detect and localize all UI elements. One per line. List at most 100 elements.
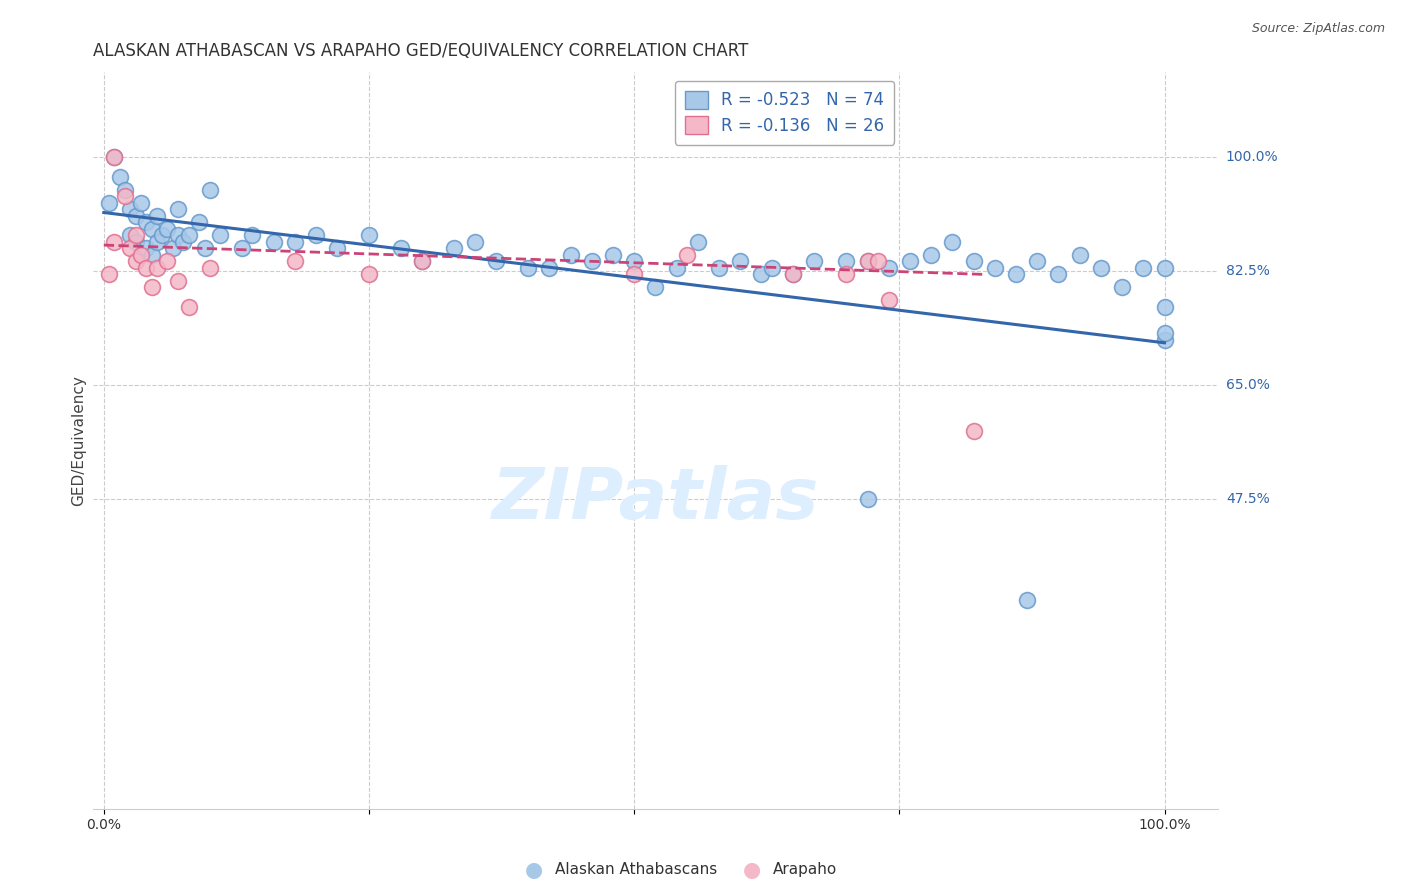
Point xyxy=(114,189,136,203)
Point xyxy=(103,150,125,164)
Point xyxy=(984,260,1007,275)
Point xyxy=(188,215,211,229)
Point xyxy=(305,228,328,243)
Point xyxy=(240,228,263,243)
Point xyxy=(167,274,190,288)
Point xyxy=(135,260,157,275)
Point xyxy=(177,300,200,314)
Point xyxy=(761,260,783,275)
Point xyxy=(856,492,879,507)
Point xyxy=(146,209,169,223)
Point xyxy=(129,248,152,262)
Point xyxy=(1047,268,1070,282)
Point xyxy=(124,235,146,249)
Point xyxy=(98,195,121,210)
Point xyxy=(124,228,146,243)
Text: Source: ZipAtlas.com: Source: ZipAtlas.com xyxy=(1251,22,1385,36)
Point xyxy=(263,235,285,249)
Point xyxy=(1153,260,1175,275)
Point xyxy=(177,228,200,243)
Point xyxy=(193,241,215,255)
Point xyxy=(962,254,984,268)
Point xyxy=(602,248,624,262)
Legend: R = -0.523   N = 74, R = -0.136   N = 26: R = -0.523 N = 74, R = -0.136 N = 26 xyxy=(675,81,894,145)
Point xyxy=(120,202,142,217)
Point xyxy=(485,254,508,268)
Point xyxy=(464,235,486,249)
Point xyxy=(198,183,221,197)
Point xyxy=(803,254,825,268)
Point xyxy=(98,268,121,282)
Point xyxy=(707,260,730,275)
Point xyxy=(156,222,179,236)
Point xyxy=(150,228,173,243)
Text: 82.5%: 82.5% xyxy=(1226,264,1270,278)
Point xyxy=(135,215,157,229)
Point xyxy=(517,260,540,275)
Point xyxy=(644,280,666,294)
Point xyxy=(1005,268,1028,282)
Point xyxy=(114,183,136,197)
Point xyxy=(357,268,380,282)
Point xyxy=(751,268,773,282)
Text: ZIPatlas: ZIPatlas xyxy=(492,465,820,534)
Point xyxy=(1069,248,1091,262)
Point xyxy=(120,228,142,243)
Point xyxy=(443,241,465,255)
Point xyxy=(782,268,804,282)
Point xyxy=(676,248,699,262)
Point xyxy=(129,195,152,210)
Text: 47.5%: 47.5% xyxy=(1226,492,1270,506)
Point xyxy=(103,235,125,249)
Point xyxy=(389,241,412,255)
Point xyxy=(198,260,221,275)
Text: ●: ● xyxy=(526,860,543,880)
Point xyxy=(284,235,307,249)
Point xyxy=(581,254,603,268)
Y-axis label: GED/Equivalency: GED/Equivalency xyxy=(72,376,86,506)
Point xyxy=(560,248,582,262)
Point xyxy=(146,235,169,249)
Text: ALASKAN ATHABASCAN VS ARAPAHO GED/EQUIVALENCY CORRELATION CHART: ALASKAN ATHABASCAN VS ARAPAHO GED/EQUIVA… xyxy=(93,42,748,60)
Point xyxy=(156,254,179,268)
Point xyxy=(1153,326,1175,340)
Point xyxy=(686,235,709,249)
Point xyxy=(1090,260,1112,275)
Point xyxy=(941,235,963,249)
Point xyxy=(135,241,157,255)
Point xyxy=(898,254,921,268)
Point xyxy=(141,222,163,236)
Point xyxy=(411,254,433,268)
Point xyxy=(1111,280,1133,294)
Point xyxy=(877,293,900,308)
Point xyxy=(728,254,751,268)
Point xyxy=(357,228,380,243)
Point xyxy=(167,228,190,243)
Point xyxy=(326,241,349,255)
Point xyxy=(172,235,194,249)
Point xyxy=(623,254,645,268)
Point xyxy=(124,254,146,268)
Point xyxy=(108,169,131,184)
Point xyxy=(920,248,942,262)
Point xyxy=(1153,300,1175,314)
Point xyxy=(167,202,190,217)
Point xyxy=(146,260,169,275)
Point xyxy=(856,254,879,268)
Point xyxy=(209,228,232,243)
Text: Arapaho: Arapaho xyxy=(773,863,838,877)
Point xyxy=(284,254,307,268)
Point xyxy=(665,260,688,275)
Point xyxy=(103,150,125,164)
Text: 65.0%: 65.0% xyxy=(1226,378,1270,392)
Text: 100.0%: 100.0% xyxy=(1226,150,1278,164)
Point xyxy=(1026,254,1049,268)
Point xyxy=(120,241,142,255)
Point xyxy=(623,268,645,282)
Point xyxy=(835,268,858,282)
Point xyxy=(1132,260,1154,275)
Point xyxy=(835,254,858,268)
Point xyxy=(1015,593,1038,607)
Point xyxy=(231,241,253,255)
Point xyxy=(141,280,163,294)
